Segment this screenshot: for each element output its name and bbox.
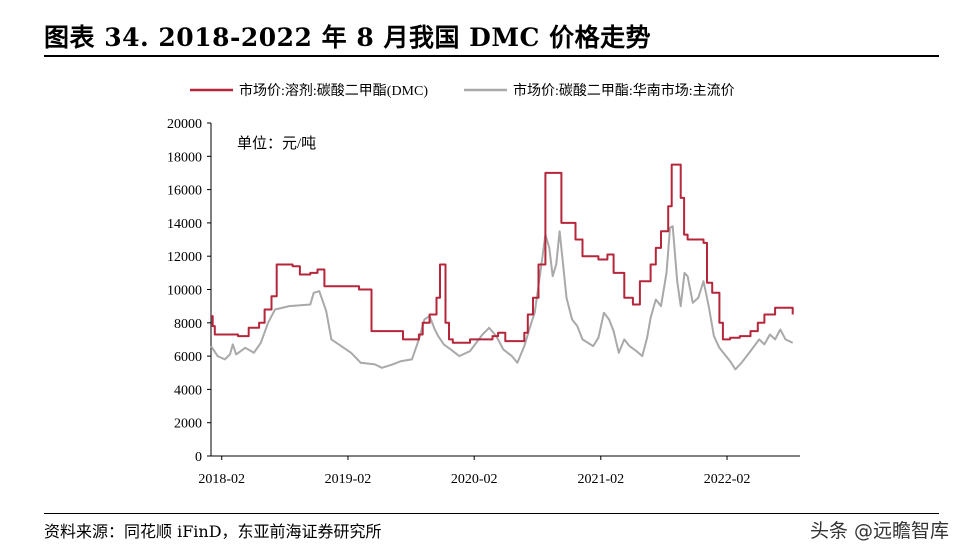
y-tick-label: 18000 <box>167 150 202 165</box>
x-tick-label: 2021-02 <box>577 472 624 487</box>
footer-divider <box>44 513 939 514</box>
x-tick-label: 2020-02 <box>451 472 498 487</box>
figure-title: 图表 34. 2018-2022 年 8 月我国 DMC 价格走势 <box>44 23 652 52</box>
x-tick-label: 2022-02 <box>704 472 751 487</box>
x-tick-label: 2018-02 <box>198 472 245 487</box>
y-tick-label: 16000 <box>167 184 202 199</box>
series-line-1 <box>211 163 794 344</box>
legend-label-2: 市场价:碳酸二甲酯:华南市场:主流价 <box>513 82 735 99</box>
source-note: 资料来源：同花顺 iFinD，东亚前海证券研究所 <box>44 522 382 541</box>
y-tick-label: 2000 <box>174 417 202 432</box>
y-tick-label: 6000 <box>174 350 202 365</box>
series-line-2 <box>210 225 794 371</box>
y-tick-label: 20000 <box>167 117 202 132</box>
y-tick-label: 8000 <box>174 317 202 332</box>
y-tick-label: 4000 <box>174 383 202 398</box>
title-divider <box>44 55 939 57</box>
watermark-text: 头条 @远瞻智库 <box>809 520 949 542</box>
y-tick-label: 14000 <box>167 217 202 232</box>
x-tick-label: 2019-02 <box>325 472 372 487</box>
unit-label: 单位：元/吨 <box>237 135 316 152</box>
y-tick-label: 10000 <box>167 284 202 299</box>
y-tick-label: 12000 <box>167 250 202 265</box>
legend-label-1: 市场价:溶剂:碳酸二甲酯(DMC) <box>239 82 428 99</box>
y-tick-label: 0 <box>195 450 202 465</box>
